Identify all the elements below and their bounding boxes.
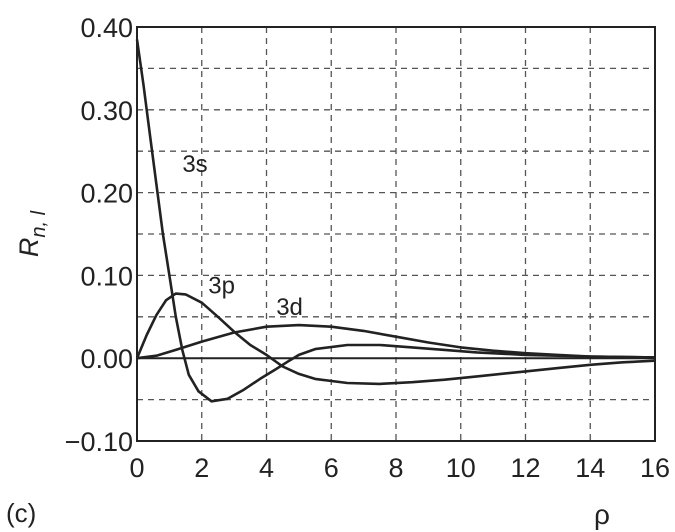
x-tick-label: 16 (640, 453, 670, 483)
series-line-3p (135, 292, 656, 386)
y-tick-label: 0.00 (80, 344, 133, 374)
x-tick-label: 14 (575, 453, 605, 483)
y-tick-label: 0.20 (80, 179, 133, 209)
x-tick-label: 4 (259, 453, 274, 483)
x-tick-label: 12 (510, 453, 540, 483)
x-tick-label: 2 (194, 453, 209, 483)
series-label-3d: 3d (276, 294, 303, 321)
x-tick-labels: 0 2 4 6 8 10 12 14 16 (129, 453, 670, 483)
y-tick-label: 0.10 (80, 261, 133, 291)
x-tick-label: 0 (129, 453, 144, 483)
series-label-3p: 3p (208, 273, 235, 300)
series-label-3s: 3s (182, 151, 207, 178)
y-tick-label: −0.10 (65, 427, 133, 457)
grid-lines (137, 27, 655, 441)
panel-label: (c) (6, 498, 36, 528)
series-curves (135, 39, 656, 403)
y-axis-title: Rn, l (14, 210, 50, 257)
y-tick-label: 0.30 (80, 96, 133, 126)
y-tick-label: 0.40 (80, 13, 133, 43)
x-tick-label: 6 (324, 453, 339, 483)
y-tick-labels: 0.40 0.30 0.20 0.10 0.00 −0.10 (65, 13, 133, 457)
x-axis-title: ρ (594, 499, 610, 530)
series-line-3d (136, 323, 656, 360)
series-line-3s (135, 39, 656, 403)
x-tick-label: 8 (388, 453, 403, 483)
plot-frame (136, 26, 656, 442)
x-tick-label: 10 (446, 453, 476, 483)
series-labels: 3s 3p 3d (182, 151, 303, 321)
